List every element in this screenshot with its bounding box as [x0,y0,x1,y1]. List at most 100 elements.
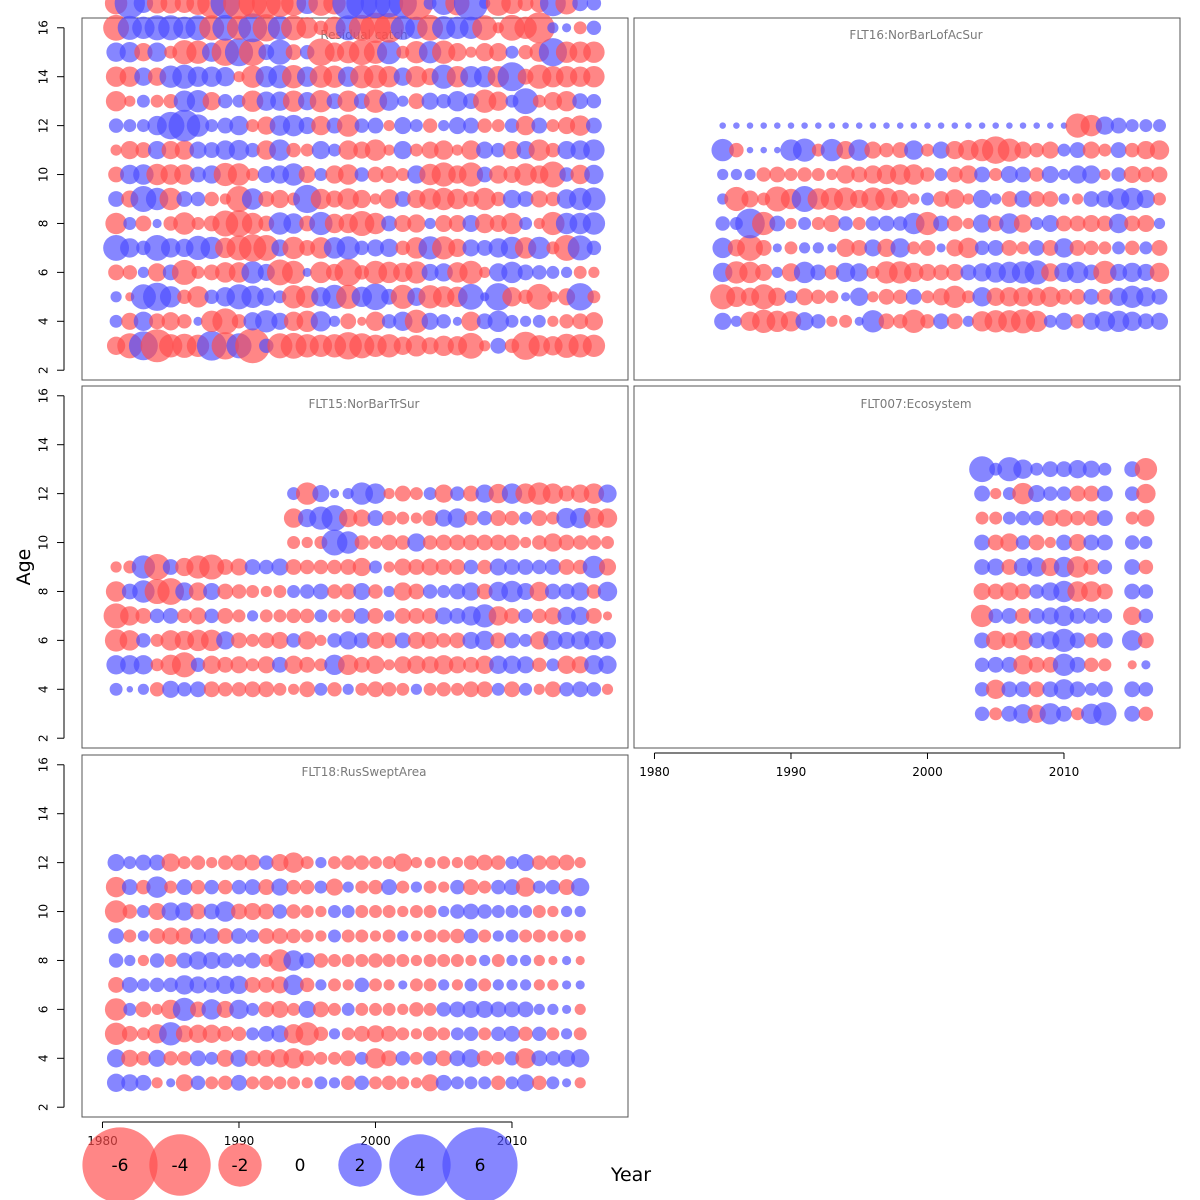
residual-bubble [340,1075,356,1091]
residual-bubble [190,879,206,895]
residual-bubble [730,168,743,181]
residual-bubble [1015,607,1031,624]
residual-bubble [797,167,812,182]
residual-bubble [473,187,496,211]
residual-bubble [787,122,795,129]
residual-bubble [258,1001,275,1018]
residual-bubble [1110,142,1127,159]
residual-bubble [162,680,180,698]
residual-bubble [314,609,328,623]
residual-bubble [501,580,523,603]
residual-bubble [328,905,341,918]
residual-bubble [126,686,134,693]
residual-bubble [972,189,992,209]
residual-bubble [558,631,576,649]
residual-bubble [205,119,219,133]
residual-bubble [518,44,533,60]
residual-bubble [203,976,220,993]
residual-bubble [760,146,767,154]
residual-bubble [1096,583,1113,600]
residual-bubble [311,140,331,160]
y-tick-label: 12 [37,118,51,133]
residual-bubble [1069,288,1086,305]
residual-bubble [532,905,546,918]
residual-bubble [826,315,838,327]
residual-bubble [390,284,415,309]
residual-bubble [227,163,251,186]
residual-bubble [531,1050,548,1067]
residual-bubble [313,559,329,575]
residual-bubble [282,90,305,112]
residual-bubble [504,1051,520,1066]
residual-bubble [381,534,398,551]
residual-bubble [422,584,438,599]
bubble-layer [103,0,606,364]
residual-bubble [1001,191,1018,207]
residual-bubble [1084,682,1098,696]
residual-bubble [934,168,948,181]
residual-bubble [1108,213,1129,234]
residual-bubble [1069,239,1086,256]
residual-bubble [354,1075,370,1091]
residual-bubble [784,290,798,304]
residual-bubble [1012,482,1034,505]
residual-bubble [383,144,395,156]
residual-bubble [811,217,825,230]
residual-bubble [533,954,545,967]
residual-bubble [432,236,456,260]
residual-bubble [257,656,275,674]
residual-bubble [504,510,520,526]
residual-bubble [448,117,466,135]
residual-bubble [505,1076,519,1090]
residual-bubble [545,191,561,207]
y-tick-label: 8 [37,588,51,596]
residual-bubble [558,485,575,502]
residual-bubble [285,559,302,575]
residual-bubble [448,238,467,258]
residual-bubble [518,608,533,624]
residual-bubble [149,854,166,871]
residual-bubble [477,904,492,919]
residual-bubble [340,855,356,870]
residual-bubble [355,1002,369,1016]
legend-label: -6 [112,1156,129,1176]
residual-bubble [201,66,222,87]
residual-bubble [1029,510,1044,526]
residual-bubble [1141,660,1151,670]
residual-bubble [395,1051,411,1066]
residual-bubble [547,979,559,991]
residual-bubble [437,856,451,870]
residual-bubble [504,1001,520,1018]
y-tick-label: 6 [37,637,51,645]
residual-bubble [587,290,601,304]
residual-bubble [492,979,504,991]
residual-bubble [121,1074,139,1092]
residual-bubble [545,1051,561,1066]
residual-bubble [123,856,137,870]
residual-bubble [575,955,585,966]
residual-bubble [396,168,410,181]
residual-bubble [529,581,550,602]
residual-bubble [562,980,572,990]
residual-bubble [1112,241,1126,255]
residual-bubble [1047,122,1054,129]
residual-bubble [298,1000,316,1018]
residual-bubble [396,954,410,967]
residual-bubble [270,189,290,209]
residual-bubble [505,45,519,59]
residual-bubble [517,0,534,12]
residual-bubble [864,141,882,159]
residual-bubble [1137,166,1154,183]
residual-bubble [410,1077,422,1089]
legend-label: 0 [295,1156,306,1176]
residual-bubble [122,265,138,280]
residual-bubble [1098,241,1112,255]
residual-bubble [394,214,412,233]
residual-bubble [109,314,123,328]
residual-bubble [312,485,330,503]
residual-bubble [863,165,883,184]
residual-bubble [1070,314,1085,329]
residual-bubble [1000,533,1019,552]
residual-bubble [135,854,152,871]
residual-bubble [479,266,491,278]
